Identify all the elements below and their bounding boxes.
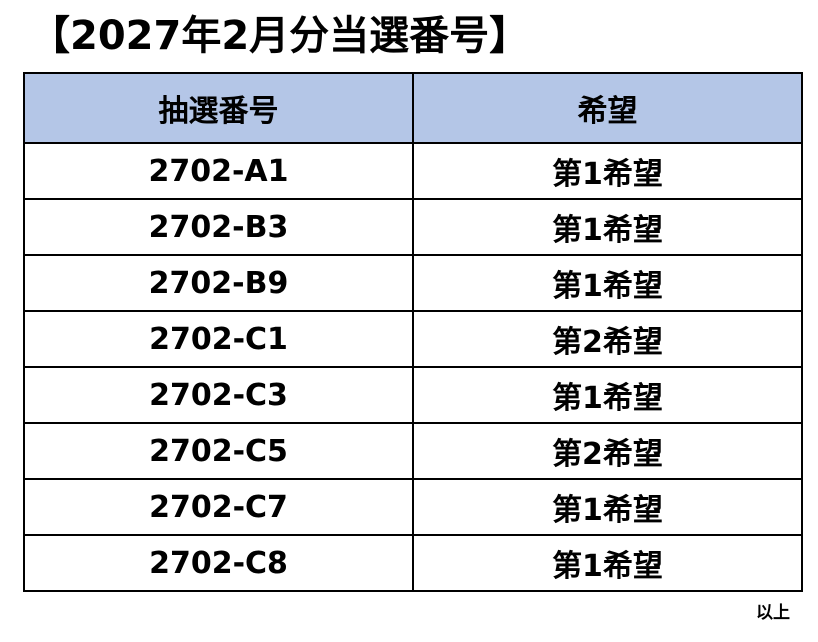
lottery-number-cell: 2702-A1	[23, 142, 414, 200]
table-row: 2702-B9 第1希望	[23, 254, 803, 312]
lottery-number-cell: 2702-C1	[23, 310, 414, 368]
preference-cell: 第1希望	[412, 254, 803, 312]
table-row: 2702-B3 第1希望	[23, 198, 803, 256]
preference-cell: 第1希望	[412, 198, 803, 256]
table-row: 2702-C3 第1希望	[23, 366, 803, 424]
lottery-number-cell: 2702-C8	[23, 534, 414, 592]
preference-cell: 第2希望	[412, 310, 803, 368]
table-header-row: 抽選番号 希望	[23, 72, 803, 144]
table-row: 2702-C5 第2希望	[23, 422, 803, 480]
lottery-number-cell: 2702-B3	[23, 198, 414, 256]
lottery-number-cell: 2702-C3	[23, 366, 414, 424]
preference-cell: 第1希望	[412, 478, 803, 536]
column-header-preference: 希望	[412, 72, 803, 144]
preference-cell: 第2希望	[412, 422, 803, 480]
preference-cell: 第1希望	[412, 142, 803, 200]
table-row: 2702-A1 第1希望	[23, 142, 803, 200]
closing-text: 以上	[756, 603, 790, 623]
table-row: 2702-C7 第1希望	[23, 478, 803, 536]
preference-cell: 第1希望	[412, 366, 803, 424]
lottery-number-cell: 2702-C7	[23, 478, 414, 536]
lottery-number-cell: 2702-B9	[23, 254, 414, 312]
preference-cell: 第1希望	[412, 534, 803, 592]
table-row: 2702-C1 第2希望	[23, 310, 803, 368]
column-header-lottery-number: 抽選番号	[23, 72, 414, 144]
lottery-number-cell: 2702-C5	[23, 422, 414, 480]
page-title: 【2027年2月分当選番号】	[30, 13, 530, 59]
table-row: 2702-C8 第1希望	[23, 534, 803, 592]
winning-numbers-table: 抽選番号 希望 2702-A1 第1希望 2702-B3 第1希望 2702-B9 第1希…	[23, 72, 803, 592]
